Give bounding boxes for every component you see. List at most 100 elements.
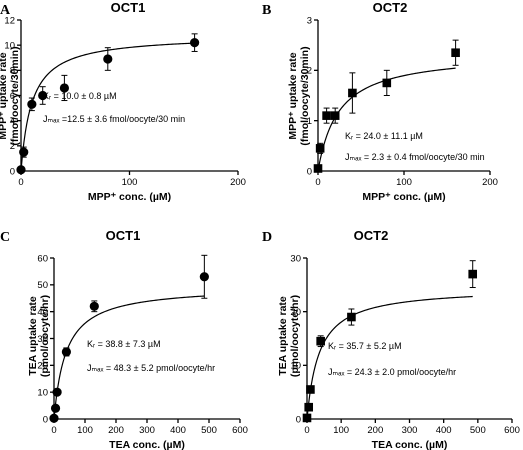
y-tick-label: 3 [307, 15, 312, 26]
x-tick-label: 200 [108, 425, 124, 436]
x-tick-label: 200 [230, 177, 246, 188]
data-point [316, 336, 325, 346]
y-tick-label: 40 [37, 307, 48, 318]
data-point [190, 38, 200, 48]
y-tick-label: 30 [290, 253, 301, 264]
fit-curve [306, 295, 473, 420]
chart-panel-A: A OCT1 0 2 4 6 8 10 12 0 100 200 MPP⁺ conc. (µM) MPP⁺… [0, 0, 246, 203]
x-tick-label: 400 [170, 425, 186, 436]
chart-title: OCT2 [373, 0, 408, 15]
y-tick-label: 20 [37, 361, 48, 372]
y-axis-title: MPP⁺ uptake rate(fmol/oocyte/30min) [0, 46, 21, 145]
y-axis-title: TEA uptake rate(pmol/oocyte/hr) [27, 295, 51, 377]
x-tick-label: 600 [232, 425, 248, 436]
y-tick-label: 0 [307, 166, 312, 177]
y-tick-label: 10 [4, 40, 15, 51]
y-tick-label: 50 [37, 280, 48, 291]
x-tick-label: 0 [304, 425, 309, 436]
data-point [103, 54, 113, 64]
y-axis-title: TEA uptake rate(pmol/oocyte/hr) [277, 295, 301, 377]
chart-title: OCT2 [354, 228, 389, 243]
y-tick-label: 8 [10, 66, 15, 77]
x-tick-label: 100 [333, 425, 349, 436]
x-tick-label: 100 [122, 177, 138, 188]
x-axis-title: MPP⁺ conc. (µM) [362, 191, 445, 203]
x-tick-label: 500 [470, 425, 486, 436]
data-point [16, 165, 26, 175]
data-point [89, 301, 99, 311]
y-axis-title: MPP⁺ uptake rate(fmol/oocyte/30min) [287, 46, 311, 145]
data-point [19, 147, 29, 157]
axes-frame [317, 20, 490, 172]
y-tick-label: 20 [290, 307, 301, 318]
km-annotation: Kᵣ = 10.0 ± 0.8 µM [43, 91, 117, 101]
data-point [38, 90, 48, 101]
y-tick-label: 12 [4, 15, 15, 26]
data-point [27, 99, 37, 109]
data-point [348, 88, 357, 98]
x-tick-label: 500 [201, 425, 217, 436]
km-annotation: Kᵣ = 38.8 ± 7.3 µM [87, 339, 161, 349]
data-point [302, 413, 312, 423]
y-tick-label: 30 [37, 334, 48, 345]
km-annotation: Kᵣ = 24.0 ± 11.1 µM [345, 131, 423, 141]
y-tick-label: 2 [307, 66, 312, 77]
y-tick-label: 2 [10, 141, 15, 152]
data-point [61, 347, 71, 357]
data-point [52, 387, 62, 397]
data-point [50, 403, 61, 413]
data-point [315, 144, 325, 153]
fit-curve [53, 295, 205, 420]
jmax-annotation: Jₘₐₓ = 48.3 ± 5.2 pmol/oocyte/hr [87, 363, 215, 373]
panel-letter: A [0, 3, 11, 18]
data-point [304, 402, 314, 412]
y-tick-label: 4 [10, 116, 15, 127]
x-tick-label: 100 [77, 425, 93, 436]
y-tick-label: 0 [10, 166, 15, 177]
y-tick-label: 10 [290, 361, 301, 372]
x-tick-label: 600 [504, 425, 520, 436]
x-tick-label: 100 [396, 177, 412, 188]
jmax-annotation: Jₘₐₓ = 24.3 ± 2.0 pmol/oocyte/hr [328, 367, 456, 377]
jmax-annotation: Jₘₐₓ = 2.3 ± 0.4 fmol/oocyte/30 min [345, 152, 485, 162]
x-tick-label: 300 [139, 425, 155, 436]
y-tick-label: 0 [43, 414, 48, 425]
y-tick-label: 10 [37, 387, 48, 398]
data-point [330, 111, 340, 120]
panel-letter: B [262, 3, 271, 18]
panel-letter: D [262, 230, 272, 245]
data-point [313, 164, 323, 173]
data-point [322, 111, 331, 120]
data-point [306, 385, 315, 394]
x-axis-title: TEA conc. (µM) [109, 439, 185, 450]
x-tick-label: 0 [18, 177, 23, 188]
x-tick-label: 300 [402, 425, 418, 436]
x-axis-title: MPP⁺ conc. (µM) [88, 191, 171, 203]
x-tick-label: 0 [315, 177, 320, 188]
x-axis-title: TEA conc. (µM) [372, 439, 448, 450]
panel-letter: C [0, 230, 10, 245]
y-tick-label: 6 [10, 91, 15, 102]
x-tick-label: 200 [482, 177, 498, 188]
data-point [382, 78, 392, 88]
jmax-annotation: Jₘₐₓ =12.5 ± 3.6 fmol/oocyte/30 min [43, 114, 185, 124]
data-point [59, 83, 69, 93]
chart-title: OCT1 [111, 0, 146, 15]
data-point [468, 269, 478, 279]
chart-panel-B: B OCT2 0 1 2 3 0 100 200 MPP⁺ conc. (µM) MPP⁺ upta… [262, 0, 498, 203]
data-point [199, 272, 209, 282]
y-tick-label: 0 [296, 414, 301, 425]
km-annotation: Kᵣ = 35.7 ± 5.2 µM [328, 341, 402, 351]
x-tick-label: 0 [51, 425, 56, 436]
chart-title: OCT1 [106, 228, 141, 243]
data-point [49, 413, 59, 423]
y-tick-label: 60 [37, 253, 48, 264]
x-tick-label: 200 [367, 425, 383, 436]
axes-frame [306, 258, 512, 420]
data-point [451, 48, 460, 58]
y-tick-label: 1 [307, 116, 312, 127]
data-point [347, 312, 356, 322]
